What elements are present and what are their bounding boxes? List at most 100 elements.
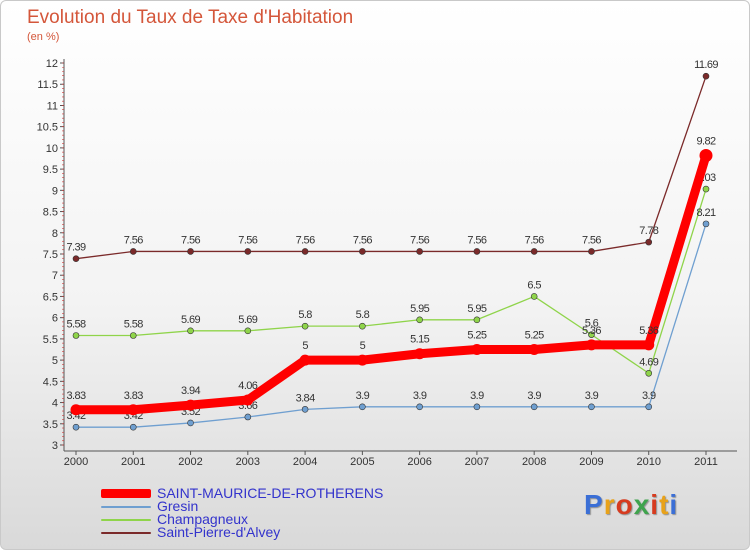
data-label: 3.94	[181, 385, 200, 397]
y-tick-label: 9	[52, 185, 58, 197]
y-tick-label: 4	[52, 398, 58, 410]
y-tick-label: 11	[47, 100, 58, 112]
x-tick-label: 2001	[121, 456, 145, 468]
data-point	[244, 413, 252, 421]
series-line	[75, 223, 707, 428]
data-label: 5.58	[124, 318, 143, 330]
data-label: 7.78	[639, 225, 658, 237]
legend-swatch	[101, 489, 151, 498]
logo-letter: i	[669, 489, 679, 520]
logo-letter: r	[603, 489, 616, 520]
data-point	[699, 149, 713, 163]
data-label: 7.56	[525, 234, 544, 246]
legend-item: SAINT-MAURICE-DE-ROTHERENS	[101, 486, 383, 500]
y-tick-label: 8	[52, 228, 58, 240]
legend-item: Champagneux	[101, 511, 383, 527]
y-tick-label: 7.5	[43, 249, 58, 261]
data-label: 5.25	[467, 330, 486, 342]
data-point	[530, 293, 538, 300]
legend-swatch	[101, 505, 151, 508]
legend-swatch	[101, 531, 151, 534]
data-label: 7.56	[181, 234, 200, 246]
data-point	[301, 248, 309, 255]
data-label: 3.83	[124, 390, 143, 402]
data-point	[416, 316, 423, 324]
y-tick-label: 12	[46, 58, 58, 70]
data-label: 5.8	[298, 309, 312, 321]
data-label: 7.56	[467, 234, 486, 246]
data-point	[416, 248, 423, 255]
data-point	[645, 403, 653, 411]
legend-label: Gresin	[157, 498, 199, 514]
legend: SAINT-MAURICE-DE-ROTHERENS Gresin Champagn…	[101, 486, 383, 539]
data-point	[187, 327, 194, 335]
data-point	[244, 248, 252, 255]
legend-label: Champagneux	[157, 511, 249, 527]
chart-title: Evolution du Taux de Taxe d'Habitation	[27, 7, 354, 28]
data-point	[645, 238, 653, 246]
data-point	[471, 344, 483, 355]
data-label: 3.9	[642, 390, 656, 402]
data-point	[242, 394, 254, 406]
x-tick-label: 2002	[178, 456, 202, 468]
data-label: 3.83	[66, 390, 85, 402]
x-tick-label: 2010	[636, 456, 660, 468]
y-tick-label: 4.5	[43, 376, 58, 388]
data-point	[301, 406, 309, 413]
data-point	[473, 403, 481, 411]
y-tick-label: 6.5	[43, 291, 58, 303]
data-point	[72, 255, 80, 262]
data-point	[187, 248, 194, 255]
data-point	[129, 332, 137, 339]
data-point	[72, 423, 80, 431]
data-label: 5.36	[639, 325, 658, 337]
x-tick-label: 2007	[465, 456, 489, 468]
x-tick-label: 2006	[407, 456, 431, 468]
data-label: 5.95	[467, 303, 486, 315]
data-point	[127, 404, 139, 416]
data-label: 5.25	[525, 330, 544, 342]
logo-letter: i	[650, 489, 660, 520]
data-label: 11.69	[694, 59, 718, 71]
data-point	[359, 248, 366, 255]
data-point	[185, 399, 197, 411]
data-point	[359, 403, 366, 411]
data-label: 8.21	[696, 207, 715, 219]
data-label: 7.39	[66, 242, 85, 254]
y-tick-label: 8.5	[43, 207, 58, 219]
data-point	[299, 354, 311, 366]
data-point	[473, 248, 481, 255]
data-label: 6.5	[527, 279, 541, 291]
legend-item: Gresin	[101, 498, 383, 514]
y-tick-label: 5	[52, 355, 58, 367]
data-label: 5.6	[585, 318, 599, 330]
data-label: 9.82	[696, 136, 715, 148]
data-label: 3.9	[470, 390, 484, 402]
data-label: 5.36	[582, 325, 601, 337]
data-point	[530, 403, 538, 411]
legend-swatch	[101, 518, 151, 521]
data-point	[473, 316, 481, 324]
data-label: 4.06	[238, 380, 257, 392]
data-point	[70, 404, 82, 416]
data-point	[416, 403, 423, 411]
data-point	[72, 332, 80, 339]
data-label: 7.56	[124, 234, 143, 246]
logo-letter: P	[584, 489, 604, 520]
data-point	[702, 185, 710, 193]
data-point	[645, 369, 653, 377]
data-label: 3.84	[296, 392, 315, 404]
series-line	[75, 75, 707, 260]
data-label: 7.56	[238, 234, 257, 246]
y-tick-label: 5.5	[43, 334, 58, 346]
data-label: 7.56	[353, 234, 372, 246]
y-tick-label: 7	[52, 270, 58, 282]
data-point	[528, 344, 540, 355]
data-point	[301, 322, 309, 330]
data-label: 7.56	[296, 234, 315, 246]
logo-letter: t	[659, 489, 670, 520]
x-tick-label: 2009	[579, 456, 603, 468]
data-point	[585, 339, 597, 351]
x-tick-label: 2008	[522, 456, 546, 468]
x-tick-label: 2011	[694, 456, 718, 468]
